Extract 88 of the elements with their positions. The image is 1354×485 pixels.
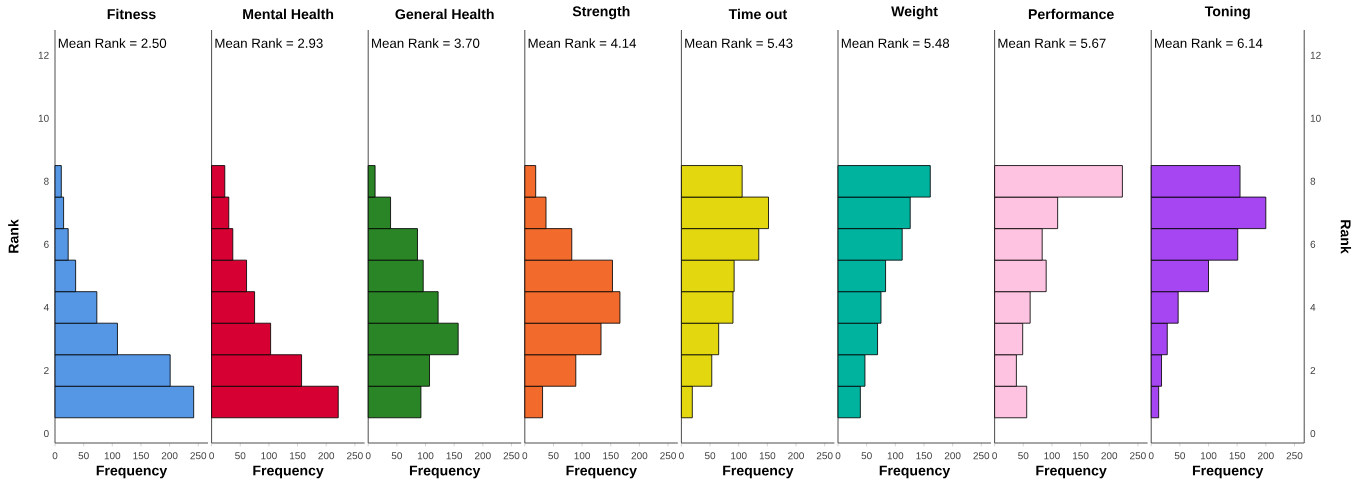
chart-title: Performance	[1028, 8, 1114, 20]
annotation: Mean Rank = 2.93	[215, 38, 323, 48]
x-tick-label: 150	[1073, 452, 1089, 460]
y-tick-label: 0	[1310, 430, 1316, 438]
x-tick-label: 250	[1130, 452, 1146, 460]
x-tick-label: 150	[759, 452, 776, 460]
x-tick-label: 50	[704, 452, 716, 460]
y-tick-label: 10	[1310, 114, 1321, 122]
x-tick-label: 200	[631, 452, 648, 460]
x-tick-label: 150	[1229, 452, 1246, 460]
x-tick-label: 50	[235, 452, 246, 460]
annotation: Mean Rank = 5.67	[998, 38, 1106, 48]
y-tick-label: 8	[1310, 177, 1316, 185]
x-tick-label: 50	[1174, 452, 1186, 460]
x-tick-label: 200	[475, 452, 491, 460]
x-tick-label: 0	[365, 452, 371, 460]
annotation: Mean Rank = 6.14	[1155, 38, 1263, 48]
x-tick-label: 0	[992, 452, 997, 460]
x-tick-label: 100	[1044, 452, 1060, 460]
x-axis-title: Frequency	[409, 465, 481, 479]
x-tick-label: 150	[290, 452, 306, 460]
x-tick-label: 200	[944, 452, 961, 460]
x-tick-label: 250	[347, 452, 363, 460]
x-tick-label: 150	[603, 452, 619, 460]
annotation: Mean Rank = 5.48	[841, 38, 950, 48]
chart-title: Strength	[572, 5, 630, 20]
y-tick-label: 4	[43, 304, 49, 311]
x-tick-label: 150	[133, 452, 149, 460]
y-tick-label: 2	[44, 367, 49, 374]
x-tick-label: 0	[52, 452, 58, 460]
x-axis-title: Frequency	[96, 465, 168, 479]
annotation: Mean Rank = 5.43	[685, 38, 793, 48]
y-tick-label: 4	[1310, 304, 1316, 311]
x-tick-label: 100	[1200, 452, 1217, 460]
y-axis-title: Rank	[8, 219, 19, 253]
x-axis-title: Frequency	[1036, 465, 1107, 479]
x-tick-label: 0	[679, 452, 684, 460]
x-tick-label: 100	[261, 452, 277, 460]
x-tick-label: 100	[731, 452, 747, 460]
annotation: Mean Rank = 2.50	[58, 38, 167, 48]
y-tick-label: 12	[38, 51, 49, 59]
y-tick-label: 0	[43, 430, 49, 438]
x-tick-label: 200	[318, 452, 335, 460]
x-tick-label: 250	[816, 452, 833, 460]
x-axis-title: Frequency	[1192, 465, 1264, 479]
y-tick-label: 6	[44, 240, 49, 248]
x-tick-label: 100	[104, 452, 121, 460]
x-tick-label: 50	[1018, 452, 1029, 460]
x-tick-label: 250	[190, 452, 207, 460]
x-axis-title: Frequency	[566, 465, 637, 479]
x-axis-title: Frequency	[723, 465, 794, 479]
chart-title: Fitness	[107, 8, 156, 20]
x-tick-label: 50	[548, 452, 559, 460]
chart-title: Time out	[728, 8, 788, 20]
x-tick-label: 100	[574, 452, 591, 460]
x-axis-title: Frequency	[253, 465, 324, 479]
y-tick-label: 12	[1310, 51, 1321, 59]
x-tick-label: 200	[788, 452, 804, 460]
x-tick-label: 150	[916, 452, 932, 460]
y-tick-label: 10	[38, 114, 49, 122]
annotation: Mean Rank = 4.14	[528, 38, 637, 48]
chart-title: Mental Health	[243, 8, 334, 20]
x-tick-label: 250	[660, 452, 676, 460]
chart-title: General Health	[395, 8, 494, 20]
chart-title: Weight	[891, 5, 938, 20]
x-tick-label: 100	[417, 452, 434, 460]
x-axis-title: Frequency	[879, 465, 951, 479]
x-tick-label: 50	[78, 452, 89, 460]
y-axis-title: Rank	[1340, 220, 1352, 254]
x-tick-label: 200	[1258, 452, 1274, 460]
x-tick-label: 50	[861, 452, 872, 460]
chart-title: Toning	[1204, 5, 1250, 20]
x-tick-label: 0	[522, 452, 528, 460]
y-tick-label: 8	[44, 177, 49, 185]
x-tick-label: 100	[887, 452, 904, 460]
x-tick-label: 200	[161, 452, 178, 460]
x-tick-label: 0	[209, 452, 214, 460]
x-tick-label: 150	[446, 452, 463, 460]
x-tick-label: 250	[503, 452, 520, 460]
y-tick-label: 6	[1310, 240, 1316, 248]
x-tick-label: 0	[835, 452, 841, 460]
x-tick-label: 50	[391, 452, 403, 460]
x-tick-label: 250	[1286, 452, 1303, 460]
x-tick-label: 250	[973, 452, 990, 460]
annotation: Mean Rank = 3.70	[372, 38, 480, 48]
y-tick-label: 2	[1310, 367, 1316, 374]
x-tick-label: 200	[1101, 452, 1118, 460]
x-tick-label: 0	[1148, 452, 1154, 460]
